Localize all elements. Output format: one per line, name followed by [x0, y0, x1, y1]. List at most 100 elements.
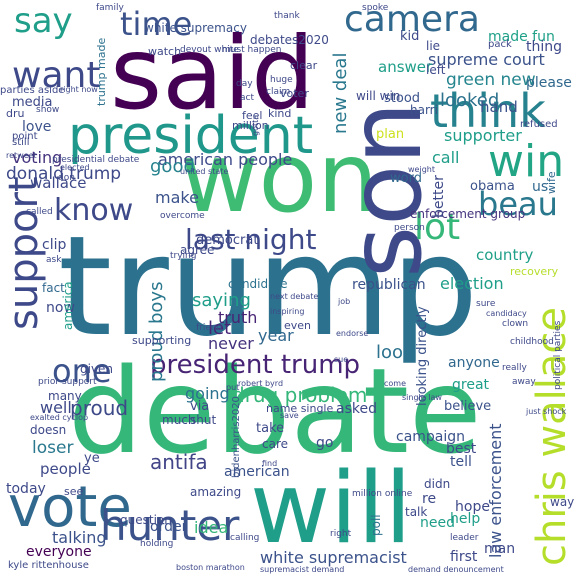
- cloud-word: gotta: [251, 114, 260, 136]
- cloud-word: million online: [352, 489, 413, 499]
- cloud-word: come: [384, 379, 407, 388]
- cloud-word: campaign: [396, 429, 466, 445]
- cloud-word: clown: [502, 319, 529, 329]
- cloud-word: see: [64, 485, 84, 498]
- cloud-word: white supremacist: [260, 548, 407, 567]
- cloud-word: everyone: [26, 544, 92, 560]
- cloud-word: show: [36, 105, 60, 115]
- cloud-word: harri: [410, 103, 438, 117]
- cloud-word: law enforcement: [486, 423, 505, 558]
- cloud-word: think: [430, 84, 546, 138]
- cloud-word: way: [550, 495, 575, 509]
- cloud-word: great: [452, 377, 490, 393]
- cloud-word: year: [258, 326, 294, 345]
- cloud-word: ask: [46, 255, 62, 265]
- cloud-word: political parties: [553, 320, 563, 390]
- cloud-word: idea: [194, 518, 229, 537]
- cloud-word: talk: [405, 505, 428, 519]
- cloud-word: exalted cyclop: [30, 413, 89, 422]
- cloud-word: people: [40, 460, 91, 478]
- cloud-word: talking: [52, 528, 107, 547]
- cloud-word: just shock: [526, 407, 567, 416]
- cloud-word: dru: [6, 107, 25, 120]
- cloud-word: supreme court: [428, 50, 545, 69]
- cloud-word: president trump: [150, 350, 361, 380]
- cloud-word: wife: [545, 171, 558, 194]
- cloud-word: pack: [488, 39, 512, 50]
- cloud-word: spoke: [362, 3, 389, 13]
- cloud-word: thing: [526, 39, 563, 55]
- cloud-word: obama: [470, 179, 515, 194]
- cloud-word: left: [426, 63, 446, 77]
- cloud-word: debates2020: [250, 33, 329, 47]
- cloud-word: now: [46, 300, 75, 316]
- cloud-word: good: [150, 156, 195, 177]
- cloud-word: must happen: [222, 45, 282, 55]
- cloud-word: inspiring: [270, 307, 305, 316]
- cloud-word: claim: [266, 87, 291, 97]
- cloud-word: presidential debate: [52, 155, 140, 165]
- cloud-word: believe: [444, 399, 492, 414]
- cloud-word: via: [190, 399, 210, 414]
- cloud-word: win: [488, 136, 565, 187]
- cloud-word: put: [226, 383, 240, 392]
- cloud-word: lot: [414, 207, 461, 248]
- cloud-word: will win: [356, 89, 401, 103]
- cloud-word: clear: [290, 59, 318, 72]
- cloud-word: don: [58, 173, 75, 183]
- cloud-word: elected: [60, 163, 90, 172]
- cloud-word: trump made: [95, 37, 108, 106]
- cloud-word: much: [162, 413, 196, 427]
- cloud-word: devout white: [180, 45, 239, 55]
- cloud-word: proud boys: [146, 281, 167, 382]
- cloud-word: answer: [378, 58, 433, 76]
- cloud-word: retweet: [6, 151, 37, 160]
- cloud-word: overcome: [160, 211, 205, 221]
- cloud-word: proud: [70, 396, 129, 420]
- cloud-word: well: [40, 398, 72, 417]
- cloud-word: looking directly: [415, 306, 430, 406]
- cloud-word: let: [208, 318, 232, 339]
- cloud-word: clip: [42, 237, 67, 253]
- cloud-word: candidate: [228, 277, 288, 291]
- cloud-word: prior support: [38, 377, 97, 387]
- cloud-word: find: [262, 459, 278, 468]
- cloud-word: looked: [440, 90, 500, 111]
- cloud-word: away: [512, 377, 536, 387]
- cloud-word: robert byrd: [238, 379, 284, 388]
- cloud-word: family: [96, 3, 124, 13]
- cloud-word: enforcement group: [410, 207, 526, 221]
- cloud-word: re: [422, 491, 437, 507]
- cloud-word: order: [150, 519, 188, 535]
- cloud-word: thank: [274, 11, 300, 21]
- cloud-word: boston marathon: [176, 563, 245, 572]
- cloud-word: sure: [476, 299, 496, 309]
- cloud-word: poll: [369, 514, 383, 536]
- cloud-word: demand denouncement: [408, 565, 504, 574]
- cloud-word: feel: [242, 109, 263, 122]
- cloud-word: right: [330, 529, 352, 539]
- cloud-word: loser: [32, 438, 74, 458]
- cloud-word: agree: [180, 243, 215, 257]
- cloud-word: childhood: [510, 337, 554, 347]
- cloud-word: next debate: [270, 292, 319, 301]
- cloud-word: shut: [190, 413, 217, 427]
- cloud-word: drug problem: [232, 383, 368, 407]
- cloud-word: anyone: [448, 355, 500, 371]
- cloud-word: act: [240, 93, 254, 103]
- cloud-word: friend: [196, 323, 223, 333]
- cloud-word: point: [12, 131, 38, 142]
- cloud-word: love: [22, 119, 52, 135]
- cloud-word: us: [532, 179, 549, 195]
- cloud-word: america: [61, 281, 75, 330]
- cloud-word: lie: [426, 39, 441, 53]
- cloud-word: want: [12, 55, 101, 96]
- cloud-word: look: [376, 342, 414, 363]
- cloud-word: trump: [58, 206, 479, 367]
- cloud-word: supporter: [444, 126, 522, 145]
- cloud-word: united state: [180, 167, 229, 176]
- cloud-word: refused: [520, 119, 558, 130]
- cloud-word: kid: [400, 29, 420, 44]
- cloud-word: donald trump: [6, 164, 122, 184]
